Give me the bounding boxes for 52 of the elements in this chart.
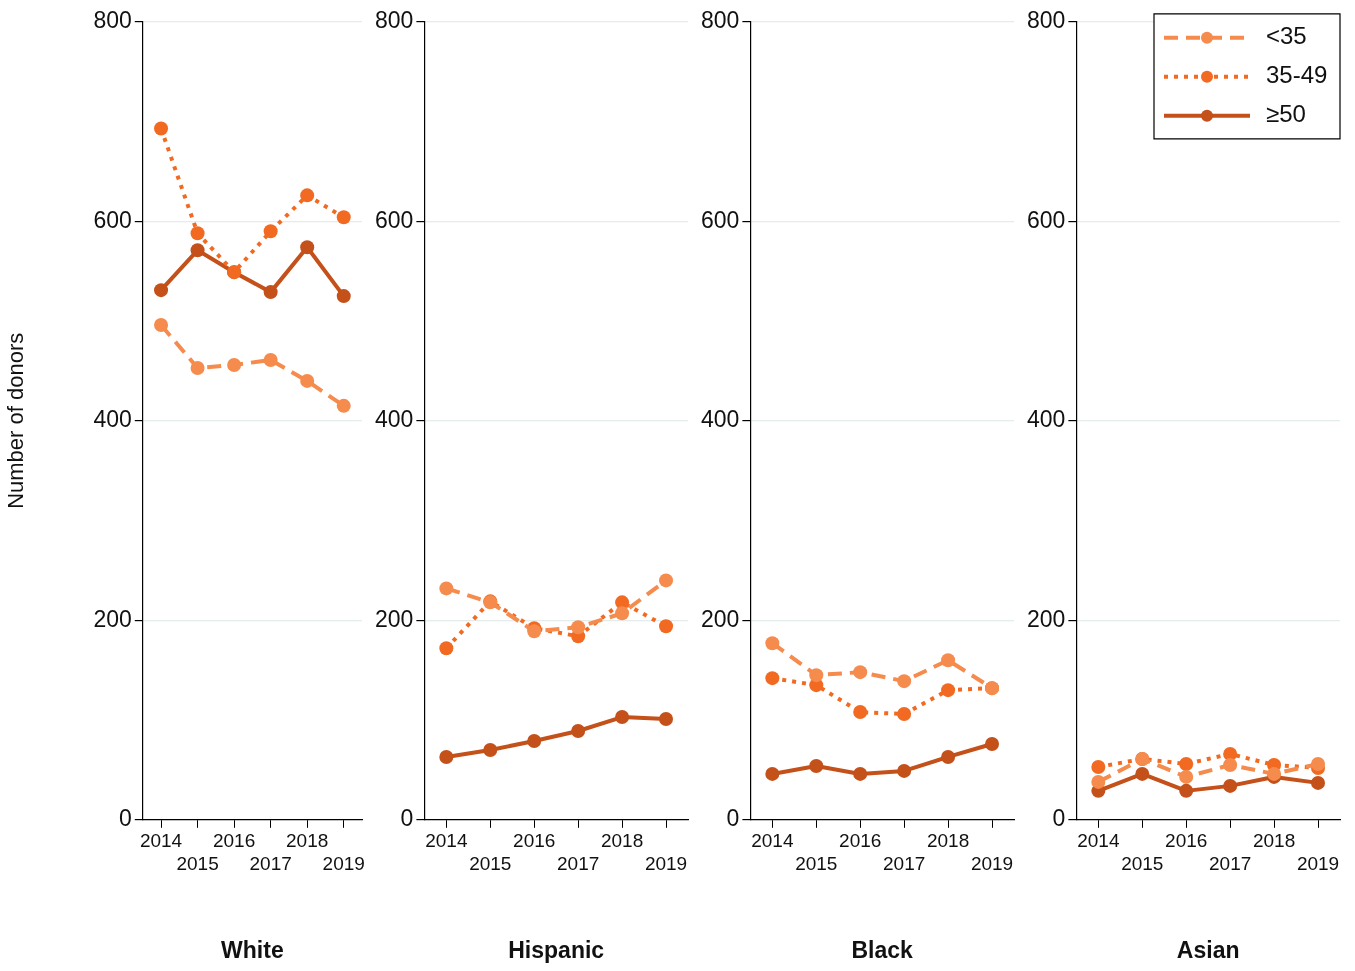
y-tick-label: 0 bbox=[118, 805, 132, 832]
x-tick-label: 2018 bbox=[1252, 830, 1296, 852]
x-tick-label: 2014 bbox=[139, 830, 183, 852]
x-axis-title: Asian bbox=[1176, 936, 1240, 963]
y-tick-label: 800 bbox=[375, 7, 414, 34]
y-axis-title: Number of donors bbox=[3, 332, 29, 509]
legend-label: <35 bbox=[1266, 22, 1307, 50]
y-tick-label: 400 bbox=[701, 406, 740, 433]
y-tick-label: 800 bbox=[1027, 7, 1066, 34]
y-tick-label: 400 bbox=[375, 406, 414, 433]
x-tick-label: 2015 bbox=[1121, 853, 1164, 875]
x-tick-label: 2017 bbox=[1209, 853, 1252, 875]
x-tick-label: 2018 bbox=[600, 830, 644, 852]
x-tick-label: 2019 bbox=[322, 853, 365, 875]
x-tick-label: 2015 bbox=[469, 853, 512, 875]
x-tick-label: 2019 bbox=[644, 853, 688, 875]
x-tick-label: 2018 bbox=[926, 830, 970, 852]
x-tick-label: 2017 bbox=[557, 853, 600, 875]
x-tick-label: 2016 bbox=[212, 830, 256, 852]
y-tick-label: 800 bbox=[701, 7, 740, 34]
x-tick-label: 2015 bbox=[795, 853, 838, 875]
x-axis-title: Black bbox=[851, 936, 914, 963]
x-tick-label: 2014 bbox=[1077, 830, 1120, 852]
y-tick-label: 200 bbox=[375, 605, 414, 632]
x-tick-label: 2014 bbox=[425, 830, 468, 852]
y-tick-label: 800 bbox=[93, 7, 132, 34]
y-tick-label: 600 bbox=[375, 206, 414, 233]
legend-label: ≥50 bbox=[1266, 100, 1306, 128]
x-axis-title: Hispanic bbox=[508, 936, 605, 963]
x-tick-label: 2017 bbox=[249, 853, 292, 875]
y-tick-label: 0 bbox=[726, 805, 740, 832]
x-tick-label: 2017 bbox=[883, 853, 926, 875]
x-tick-label: 2014 bbox=[751, 830, 794, 852]
y-tick-label: 200 bbox=[93, 605, 132, 632]
x-tick-label: 2019 bbox=[970, 853, 1014, 875]
x-tick-label: 2016 bbox=[839, 830, 882, 852]
y-tick-label: 200 bbox=[1027, 605, 1066, 632]
y-tick-label: 0 bbox=[1052, 805, 1066, 832]
y-tick-label: 600 bbox=[1027, 206, 1066, 233]
x-axis-title: White bbox=[221, 936, 284, 963]
y-tick-label: 400 bbox=[93, 406, 132, 433]
x-tick-label: 2016 bbox=[1165, 830, 1208, 852]
legend-label: 35-49 bbox=[1266, 61, 1328, 89]
x-tick-label: 2019 bbox=[1296, 853, 1340, 875]
x-tick-label: 2018 bbox=[286, 830, 329, 852]
x-tick-label: 2016 bbox=[513, 830, 556, 852]
x-tick-label: 2015 bbox=[176, 853, 219, 875]
y-tick-label: 400 bbox=[1027, 406, 1066, 433]
y-tick-label: 600 bbox=[701, 206, 740, 233]
y-tick-label: 200 bbox=[701, 605, 740, 632]
y-tick-label: 600 bbox=[93, 206, 132, 233]
y-tick-label: 0 bbox=[400, 805, 414, 832]
